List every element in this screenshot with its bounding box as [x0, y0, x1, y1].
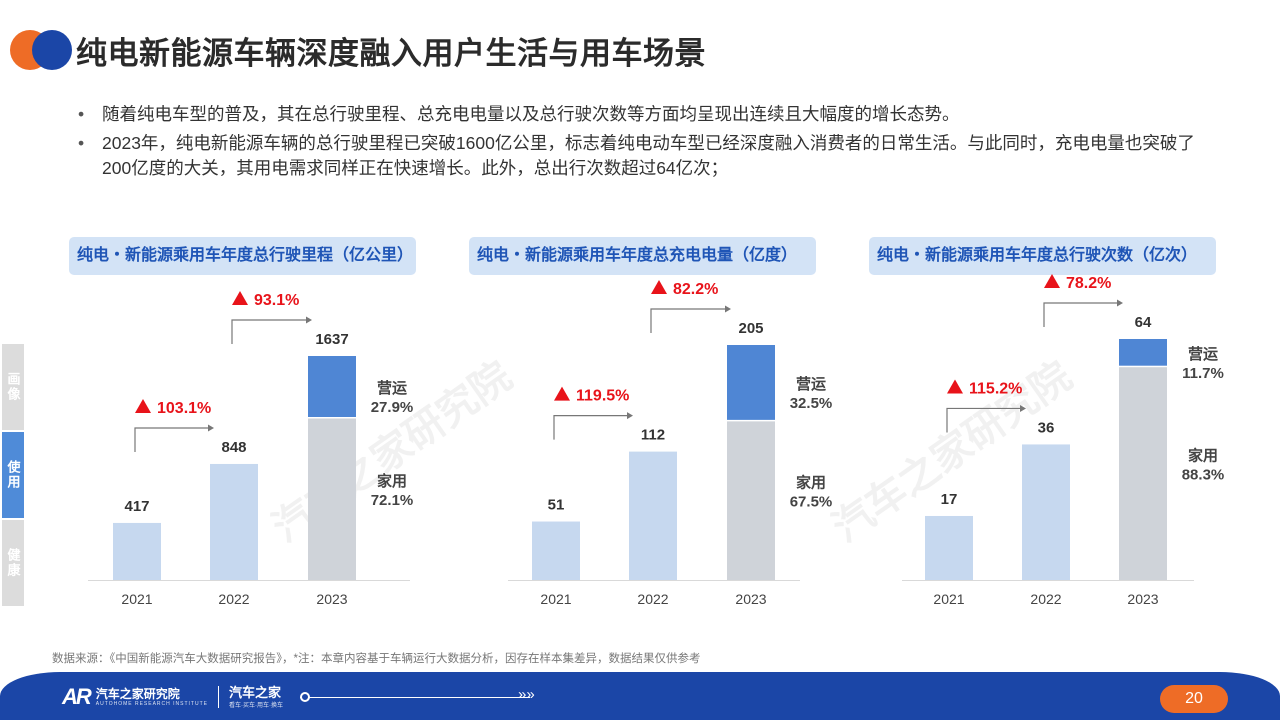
footer-bar [0, 672, 1280, 720]
x-tick-label-2021: 2021 [933, 591, 964, 607]
split-label-commercial-share: 32.5% [790, 395, 833, 412]
split-label-family-share: 88.3% [1182, 467, 1225, 484]
bar-2021 [113, 522, 161, 580]
blue-dot-icon [32, 30, 72, 70]
growth-arrow-head-icon [725, 305, 731, 313]
growth-connector-line [1043, 302, 1117, 327]
growth-up-triangle-icon [651, 280, 667, 294]
split-label-family-name: 家用 [1188, 447, 1218, 465]
bullet-dot-icon: • [78, 104, 85, 124]
growth-arrow-head-icon [306, 316, 312, 324]
footer-line [300, 697, 530, 698]
side-tab-health[interactable]: 健康 [2, 520, 24, 606]
side-tab-profile[interactable]: 画像 [2, 344, 24, 430]
data-label-2023: 64 [1135, 314, 1152, 331]
bar-2021 [925, 515, 973, 580]
footer-dot-icon [300, 692, 310, 702]
footer-logo: AR 汽车之家研究院 AUTOHOME RESEARCH INSTITUTE 汽… [62, 684, 283, 710]
logo-mark-icon: AR [62, 684, 92, 709]
growth-rate-label: 93.1% [254, 292, 299, 309]
bar-2022 [1022, 444, 1070, 580]
x-tick-label-2023: 2023 [316, 591, 347, 607]
split-label-commercial-name: 营运 [1188, 346, 1218, 363]
bullet-item: • 随着纯电车型的普及，其在总行驶里程、总充电电量以及总行驶次数等方面均呈现出连… [78, 102, 1218, 127]
data-label-2022: 848 [221, 439, 246, 456]
page-title: 纯电新能源车辆深度融入用户生活与用车场景 [76, 36, 706, 71]
bullet-text: 随着纯电车型的普及，其在总行驶里程、总充电电量以及总行驶次数等方面均呈现出连续且… [102, 104, 960, 124]
watermark: 汽车之家研究院 [824, 353, 1080, 551]
growth-connector-line [134, 427, 208, 452]
bullet-text: 2023年，纯电新能源车辆的总行驶里程已突破1600亿公里，标志着纯电动车型已经… [102, 133, 1195, 178]
source-note: 数据来源：《中国新能源汽车大数据研究报告》，*注：本章内容基于车辆运行大数据分析… [52, 653, 701, 665]
bullet-item: • 2023年，纯电新能源车辆的总行驶里程已突破1600亿公里，标志着纯电动车型… [78, 131, 1218, 181]
bar-2023-commercial-segment [308, 356, 356, 417]
growth-connector-line [553, 415, 627, 440]
chart-title-trips: 纯电・新能源乘用车年度总行驶次数（亿次） [869, 237, 1216, 275]
growth-up-triangle-icon [947, 379, 963, 394]
side-tabs: 画像 使用 健康 [2, 344, 24, 608]
bar-2023-commercial-segment [1119, 339, 1167, 366]
growth-up-triangle-icon [232, 291, 248, 305]
bar-2023-family-segment [727, 421, 775, 580]
split-label-commercial-name: 营运 [796, 376, 826, 393]
x-tick-label-2021: 2021 [121, 591, 152, 607]
data-label-2021: 17 [941, 491, 958, 508]
logo-subtitle: AUTOHOME RESEARCH INSTITUTE [95, 701, 208, 707]
bar-2021 [532, 521, 580, 580]
growth-arrow-head-icon [1117, 299, 1123, 307]
bullet-list: • 随着纯电车型的普及，其在总行驶里程、总充电电量以及总行驶次数等方面均呈现出连… [78, 102, 1218, 185]
x-tick-label-2022: 2022 [637, 591, 668, 607]
growth-rate-label: 103.1% [157, 400, 211, 417]
data-label-2023: 1637 [315, 331, 348, 348]
split-label-commercial-name: 营运 [377, 380, 407, 397]
chart-title-charging: 纯电・新能源乘用车年度总充电电量（亿度） [469, 237, 816, 275]
growth-rate-label: 78.2% [1066, 275, 1111, 292]
growth-up-triangle-icon [1044, 274, 1060, 288]
chart-title-mileage: 纯电・新能源乘用车年度总行驶里程（亿公里） [69, 237, 416, 275]
x-tick-label-2023: 2023 [1127, 591, 1158, 607]
x-tick-label-2021: 2021 [540, 591, 571, 607]
x-tick-label-2022: 2022 [218, 591, 249, 607]
growth-up-triangle-icon [554, 386, 570, 401]
data-label-2021: 51 [548, 497, 565, 514]
growth-connector-line [231, 319, 306, 344]
bar-2022 [629, 451, 677, 580]
growth-arrow-head-icon [208, 424, 214, 432]
split-label-commercial-share: 11.7% [1182, 365, 1224, 382]
split-label-family-share: 72.1% [371, 492, 414, 509]
growth-connector-line [650, 308, 725, 333]
title-decoration [10, 28, 72, 72]
x-tick-label-2022: 2022 [1030, 591, 1061, 607]
data-label-2022: 112 [641, 427, 665, 444]
growth-up-triangle-icon [135, 398, 151, 413]
double-chevron-right-icon: »» [518, 686, 535, 703]
data-label-2023: 205 [738, 320, 763, 337]
watermark: 汽车之家研究院 [264, 353, 520, 551]
x-tick-label-2023: 2023 [735, 591, 766, 607]
logo-name: 汽车之家研究院 [95, 687, 180, 701]
brand-subtitle: 看车·买车·用车·换车 [228, 702, 283, 709]
logo-divider [217, 686, 219, 708]
side-tab-usage[interactable]: 使用 [2, 432, 24, 518]
bar-2022 [210, 463, 258, 580]
growth-arrow-head-icon [627, 412, 633, 420]
growth-rate-label: 119.5% [576, 388, 629, 405]
data-label-2022: 36 [1038, 419, 1055, 436]
bar-2023-commercial-segment [727, 345, 775, 420]
growth-rate-label: 82.2% [673, 281, 718, 298]
bullet-dot-icon: • [78, 133, 85, 153]
bar-2023-family-segment [1119, 367, 1167, 580]
brand-name: 汽车之家 [228, 684, 281, 700]
page-number: 20 [1160, 685, 1228, 713]
split-label-family-name: 家用 [796, 474, 826, 492]
data-label-2021: 417 [124, 498, 149, 515]
